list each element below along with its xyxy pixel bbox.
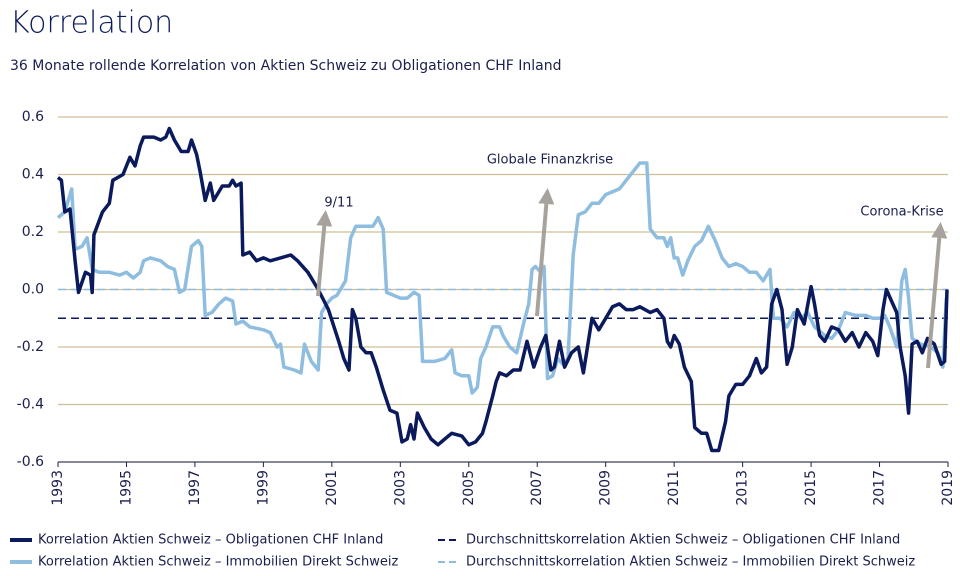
y-tick-label: 0.4: [22, 167, 44, 183]
x-tick-label: 1997: [187, 470, 203, 506]
chart-subtitle: 36 Monate rollende Korrelation von Aktie…: [10, 58, 562, 74]
x-tick-label: 2015: [803, 470, 819, 506]
x-tick-label: 2003: [392, 470, 408, 506]
annotation-arrow: [316, 210, 333, 297]
x-tick-label: 2001: [324, 470, 340, 506]
legend-label: Korrelation Aktien Schweiz – Obligatione…: [38, 533, 383, 548]
legend-label: Durchschnittskorrelation Aktien Schweiz …: [466, 533, 900, 548]
y-tick-label: -0.2: [17, 339, 44, 355]
chart-title: Korrelation: [10, 6, 173, 41]
annotation: Corona-Krise: [860, 205, 943, 220]
x-tick-label: 2019: [940, 470, 956, 506]
legend-label: Durchschnittskorrelation Aktien Schweiz …: [466, 555, 915, 570]
annotation: Globale Finanzkrise: [487, 153, 613, 168]
annotation-arrow: [926, 222, 948, 369]
x-tick-label: 2017: [872, 470, 888, 506]
annotation-arrow: [535, 188, 555, 317]
x-tick-label: 1995: [118, 470, 134, 506]
annotation: 9/11: [324, 196, 353, 211]
y-tick-label: -0.4: [17, 397, 44, 413]
y-tick-label: 0.0: [22, 282, 44, 298]
x-tick-label: 1993: [50, 470, 66, 506]
y-tick-label: 0.6: [22, 109, 44, 125]
x-tick-label: 2011: [666, 470, 682, 506]
y-tick-label: 0.2: [22, 224, 44, 240]
x-tick-label: 2005: [461, 470, 477, 506]
x-tick-label: 2013: [735, 470, 751, 506]
series-line: [56, 161, 949, 395]
y-tick-label: -0.6: [17, 454, 44, 470]
legend-label: Korrelation Aktien Schweiz – Immobilien …: [38, 555, 398, 570]
x-tick-label: 2007: [529, 470, 545, 506]
x-tick-label: 2009: [598, 470, 614, 506]
x-tick-label: 1999: [255, 470, 271, 506]
series-line: [56, 126, 949, 453]
